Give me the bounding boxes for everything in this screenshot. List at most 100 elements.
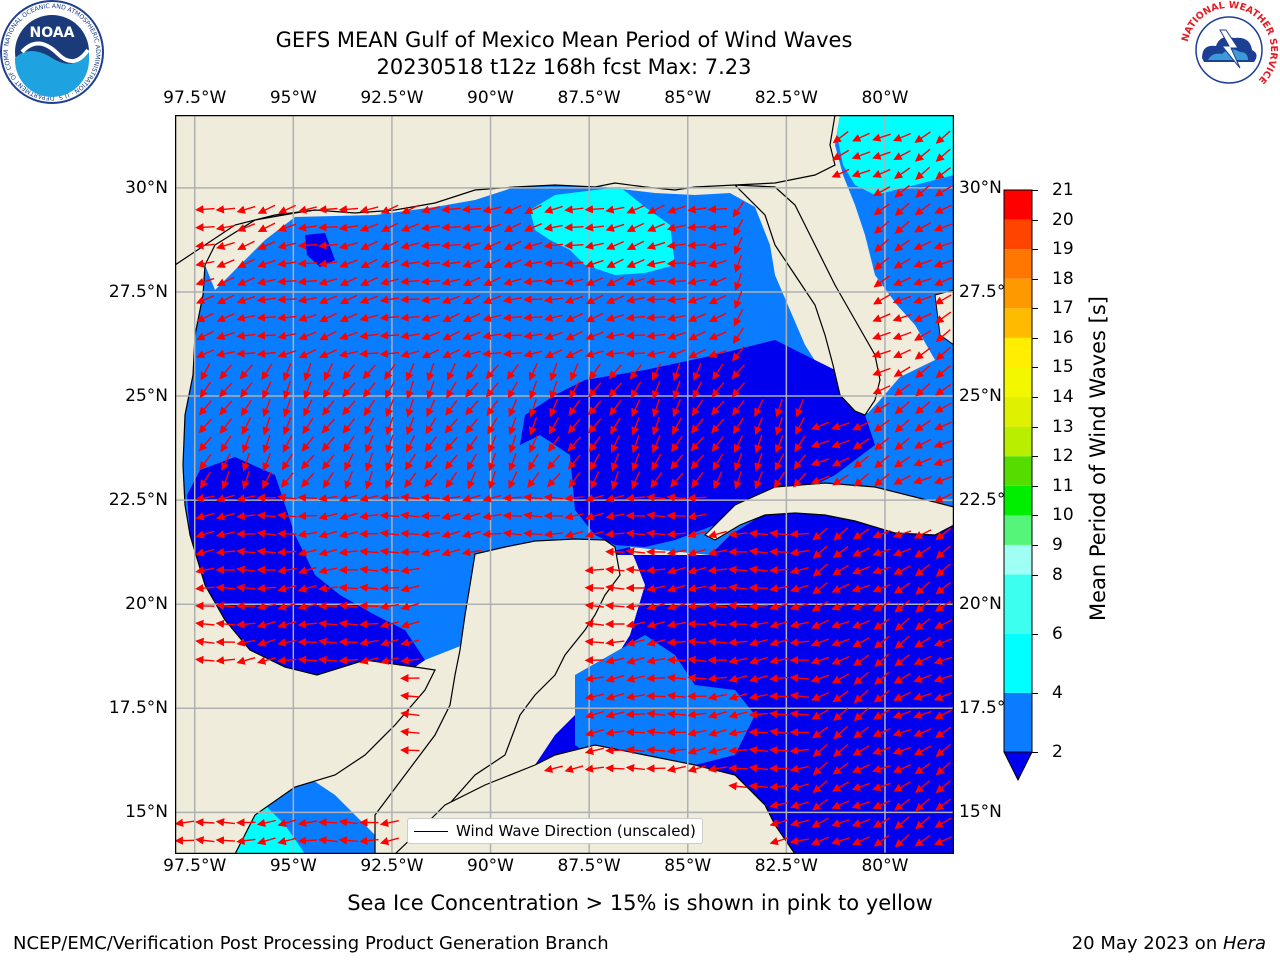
wind-wave-arrow	[733, 272, 742, 292]
wind-wave-arrow	[914, 617, 931, 631]
wind-wave-arrow	[915, 382, 931, 397]
wind-wave-arrow	[810, 638, 830, 647]
wind-wave-arrow	[584, 637, 605, 647]
wind-wave-arrow	[364, 452, 374, 472]
wind-wave-arrow	[851, 818, 871, 828]
wind-wave-arrow	[851, 151, 871, 160]
wind-wave-arrow	[646, 331, 666, 340]
wind-wave-arrow	[893, 167, 911, 179]
wind-wave-arrows	[175, 130, 953, 848]
wind-wave-arrow	[196, 330, 214, 341]
mexico-land	[175, 115, 436, 854]
wind-wave-arrow	[215, 530, 235, 539]
wind-wave-arrow	[769, 638, 789, 647]
wind-wave-arrow	[278, 204, 296, 214]
wind-wave-arrow	[831, 837, 850, 846]
wind-wave-arrow	[216, 294, 235, 305]
wind-wave-arrow	[379, 313, 400, 322]
wind-wave-arrow	[769, 602, 789, 611]
wind-wave-arrow	[359, 601, 379, 611]
colorbar-band	[1004, 544, 1032, 575]
wind-wave-arrow	[318, 223, 338, 232]
wind-wave-arrow	[236, 656, 256, 665]
wind-wave-arrow	[608, 364, 623, 380]
wind-wave-arrow	[461, 205, 482, 214]
colorbar-tick-label: 4	[1052, 682, 1063, 703]
wind-wave-arrow	[728, 728, 748, 737]
wind-wave-arrow	[832, 690, 849, 703]
wind-wave-arrow	[913, 674, 932, 683]
wind-wave-arrow	[547, 472, 561, 488]
wind-wave-arrow	[508, 471, 518, 490]
wind-wave-arrow	[687, 584, 707, 593]
wind-wave-arrow	[360, 276, 378, 286]
wind-wave-arrow	[625, 638, 645, 647]
wind-wave-arrow	[789, 746, 810, 755]
wind-wave-arrow	[793, 454, 807, 470]
wind-wave-arrow	[852, 132, 870, 142]
wind-wave-arrow	[914, 563, 931, 577]
wind-wave-arrow	[690, 436, 705, 452]
wind-wave-arrow	[810, 674, 830, 683]
wind-wave-arrow	[731, 364, 746, 380]
wind-wave-arrow	[651, 363, 662, 381]
wind-wave-arrow	[198, 418, 213, 434]
wind-wave-arrow	[564, 241, 584, 250]
wind-wave-arrow	[728, 601, 748, 611]
wind-wave-arrow	[893, 691, 911, 701]
colorbar-tick-mark	[1032, 752, 1038, 753]
colorbar-tick-label: 10	[1052, 505, 1074, 526]
wind-wave-arrow	[811, 600, 829, 612]
wind-wave-arrow	[626, 259, 645, 268]
map-panel	[175, 115, 954, 854]
wind-wave-arrow	[379, 565, 400, 575]
wind-wave-arrow	[400, 727, 420, 737]
wind-wave-arrow	[894, 184, 910, 198]
wind-wave-arrow	[851, 801, 871, 810]
wind-wave-arrow	[379, 837, 399, 846]
wind-wave-arrow	[199, 454, 212, 471]
wind-wave-arrow	[359, 349, 379, 358]
wind-wave-arrow	[461, 349, 481, 359]
wind-wave-arrow	[748, 565, 769, 574]
wind-wave-arrow	[625, 349, 646, 358]
colorbar-tick-label: 19	[1052, 239, 1074, 260]
wind-wave-arrow	[441, 223, 461, 232]
wind-wave-arrow	[426, 362, 435, 382]
wind-wave-arrow	[872, 601, 891, 611]
wind-wave-arrow	[914, 203, 931, 216]
wind-wave-arrow	[379, 620, 399, 629]
wind-wave-arrow	[420, 277, 441, 286]
colorbar-band	[1004, 219, 1032, 250]
wind-wave-arrow	[748, 602, 769, 611]
wind-wave-arrow	[236, 511, 256, 521]
wind-wave-arrow	[543, 295, 563, 304]
wind-wave-arrow	[831, 655, 850, 665]
wind-wave-arrow	[831, 781, 850, 792]
wind-wave-arrow	[935, 167, 952, 180]
wind-wave-arrow	[543, 529, 563, 539]
wind-wave-arrow	[754, 434, 763, 454]
wind-wave-arrow	[894, 437, 910, 451]
wind-wave-arrow	[528, 363, 538, 381]
wind-wave-arrow	[728, 692, 748, 701]
wind-wave-arrow	[872, 133, 891, 142]
wind-wave-arrow	[811, 619, 829, 629]
wind-wave-arrow	[769, 819, 789, 828]
wind-wave-arrow	[873, 275, 890, 288]
wind-wave-arrow	[605, 494, 625, 503]
wind-wave-arrow	[893, 277, 911, 286]
colorbar-band	[1004, 308, 1032, 338]
colorbar-tick-mark	[1032, 278, 1038, 280]
wind-wave-arrow	[789, 638, 810, 647]
wind-wave-arrow	[728, 638, 748, 647]
wind-wave-arrow	[811, 798, 829, 811]
wind-wave-arrow	[707, 764, 728, 773]
wind-wave-arrow	[894, 617, 910, 632]
wind-wave-arrow	[691, 399, 704, 417]
wind-wave-arrow	[482, 349, 502, 358]
wind-wave-arrow	[195, 548, 215, 557]
wind-wave-arrow	[934, 600, 952, 612]
wind-wave-arrow	[646, 313, 666, 322]
wind-wave-arrow	[256, 349, 276, 358]
